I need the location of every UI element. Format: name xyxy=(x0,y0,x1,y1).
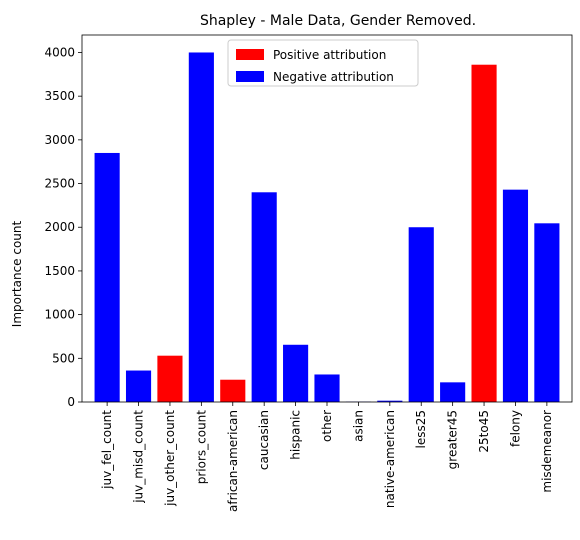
y-tick-label: 3000 xyxy=(44,133,75,147)
x-tick-label: juv_misd_count xyxy=(132,410,146,504)
y-ticks-group: 0 500 1000 1500 2000 2500 3000 3500 4000 xyxy=(44,45,82,409)
bar-priors_count xyxy=(188,52,214,402)
bar-25to45 xyxy=(471,64,497,403)
bar-greater45 xyxy=(440,382,466,402)
plot-frame xyxy=(81,34,573,403)
bar-less25 xyxy=(408,227,434,402)
x-tick-label: felony xyxy=(508,410,522,447)
x-tick-label: juv_fel_count xyxy=(100,410,114,490)
bar-hispanic xyxy=(283,344,309,402)
x-tick-label: 25to45 xyxy=(477,410,491,453)
bars-group xyxy=(94,52,560,403)
bar-misdemeanor xyxy=(534,223,560,402)
bar-other xyxy=(314,374,340,402)
x-tick-label: native-american xyxy=(383,410,397,508)
x-tick-label: other xyxy=(320,410,334,442)
bar-caucasian xyxy=(251,192,277,402)
x-tick-label: caucasian xyxy=(257,410,271,470)
bar-native-american xyxy=(377,400,403,402)
bar-juv_fel_count xyxy=(94,152,120,402)
y-tick-label: 0 xyxy=(67,395,75,409)
y-tick-label: 1000 xyxy=(44,308,75,322)
x-tick-label: misdemeanor xyxy=(540,410,554,493)
y-tick-label: 1500 xyxy=(44,264,75,278)
x-tick-label: african-american xyxy=(226,410,240,512)
y-tick-label: 2500 xyxy=(44,177,75,191)
y-tick-label: 500 xyxy=(52,351,75,365)
legend-swatch-positive xyxy=(236,49,264,60)
y-axis-label: Importance count xyxy=(10,220,24,327)
bar-felony xyxy=(502,189,529,402)
bar-juv_other_count xyxy=(157,355,183,402)
x-tick-label: priors_count xyxy=(194,410,208,485)
x-tick-label: less25 xyxy=(414,410,428,449)
x-tick-label: hispanic xyxy=(289,410,303,460)
legend-label-negative: Negative attribution xyxy=(273,70,394,84)
y-tick-label: 2000 xyxy=(44,220,75,234)
legend-box xyxy=(227,39,419,87)
legend-swatch-negative xyxy=(236,71,264,82)
bar-juv_misd_count xyxy=(125,370,152,402)
legend: Positive attribution Negative attribution xyxy=(227,39,419,87)
y-tick-label: 3500 xyxy=(44,89,75,103)
x-tick-label: asian xyxy=(351,410,365,442)
x-tick-label: greater45 xyxy=(446,410,460,469)
x-ticks-group: juv_fel_count juv_misd_count juv_other_cou… xyxy=(100,402,554,512)
axes-group xyxy=(81,34,573,403)
chart-title: Shapley - Male Data, Gender Removed. xyxy=(200,13,476,29)
x-tick-label: juv_other_count xyxy=(163,410,177,507)
legend-label-positive: Positive attribution xyxy=(273,48,386,62)
bar-african-american xyxy=(220,379,246,402)
y-tick-label: 4000 xyxy=(44,45,75,59)
